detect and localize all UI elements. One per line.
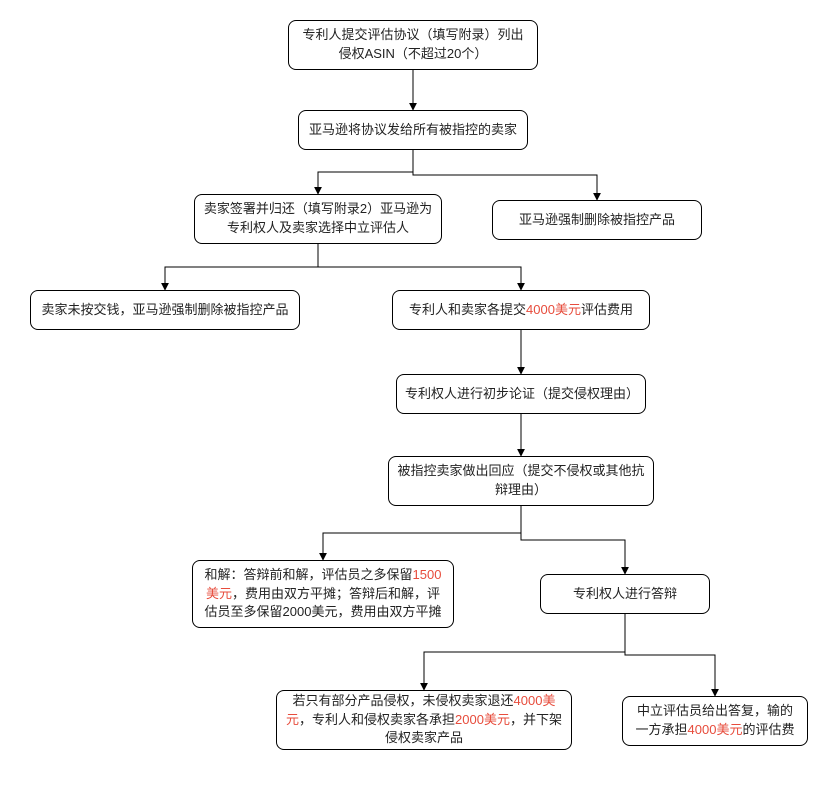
flowchart-node: 若只有部分产品侵权，未侵权卖家退还4000美元，专利人和侵权卖家各承担2000美… xyxy=(276,690,572,750)
flowchart-node: 亚马逊将协议发给所有被指控的卖家 xyxy=(298,110,528,150)
node-text: 和解：答辩前和解，评估员之多保留1500美元，费用由双方平摊；答辩后和解，评估员… xyxy=(201,566,445,623)
node-text: 专利人提交评估协议（填写附录）列出侵权ASIN（不超过20个） xyxy=(297,26,529,64)
node-text: 卖家未按交钱，亚马逊强制删除被指控产品 xyxy=(41,301,288,320)
flowchart-canvas: 专利人提交评估协议（填写附录）列出侵权ASIN（不超过20个） 亚马逊将协议发给所… xyxy=(0,0,826,812)
flowchart-node: 专利人和卖家各提交4000美元评估费用 xyxy=(392,290,650,330)
flowchart-node: 专利人提交评估协议（填写附录）列出侵权ASIN（不超过20个） xyxy=(288,20,538,70)
node-text: 被指控卖家做出回应（提交不侵权或其他抗辩理由） xyxy=(397,462,645,500)
node-text: 卖家签署并归还（填写附录2）亚马逊为专利权人及卖家选择中立评估人 xyxy=(203,200,433,238)
node-text: 亚马逊将协议发给所有被指控的卖家 xyxy=(309,121,517,140)
flowchart-node: 被指控卖家做出回应（提交不侵权或其他抗辩理由） xyxy=(388,456,654,506)
node-text: 专利权人进行答辩 xyxy=(573,585,677,604)
node-text: 专利人和卖家各提交4000美元评估费用 xyxy=(409,301,633,320)
node-text: 中立评估员给出答复，输的一方承担4000美元的评估费 xyxy=(631,702,799,740)
flowchart-node: 专利权人进行初步论证（提交侵权理由） xyxy=(396,374,646,414)
flowchart-edge xyxy=(521,506,625,574)
node-text: 若只有部分产品侵权，未侵权卖家退还4000美元，专利人和侵权卖家各承担2000美… xyxy=(285,692,563,749)
node-text: 亚马逊强制删除被指控产品 xyxy=(519,211,675,230)
flowchart-edge xyxy=(323,506,521,560)
flowchart-edge xyxy=(413,150,597,200)
flowchart-edge xyxy=(625,614,715,696)
flowchart-node: 卖家签署并归还（填写附录2）亚马逊为专利权人及卖家选择中立评估人 xyxy=(194,194,442,244)
flowchart-edge xyxy=(318,244,521,290)
flowchart-node: 和解：答辩前和解，评估员之多保留1500美元，费用由双方平摊；答辩后和解，评估员… xyxy=(192,560,454,628)
flowchart-node: 亚马逊强制删除被指控产品 xyxy=(492,200,702,240)
flowchart-edge xyxy=(424,614,625,690)
flowchart-edge xyxy=(165,244,318,290)
flowchart-node: 中立评估员给出答复，输的一方承担4000美元的评估费 xyxy=(622,696,808,746)
flowchart-node: 卖家未按交钱，亚马逊强制删除被指控产品 xyxy=(30,290,300,330)
flowchart-node: 专利权人进行答辩 xyxy=(540,574,710,614)
node-text: 专利权人进行初步论证（提交侵权理由） xyxy=(405,385,637,404)
flowchart-edge xyxy=(318,150,413,194)
